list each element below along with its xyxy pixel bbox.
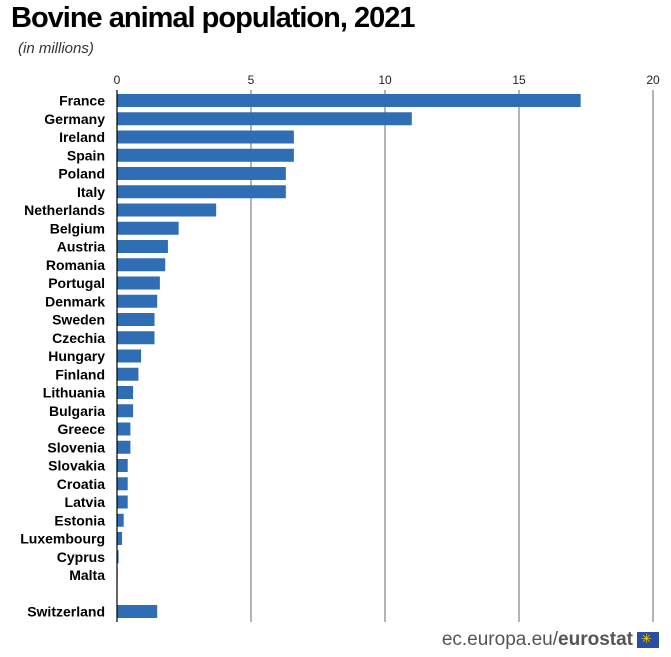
category-label-croatia: Croatia [57, 476, 105, 492]
category-label-lithuania: Lithuania [43, 385, 105, 401]
bar-finland [117, 367, 139, 381]
category-label-ireland: Ireland [59, 129, 105, 145]
category-label-slovenia: Slovenia [47, 439, 105, 455]
category-label-finland: Finland [55, 366, 105, 382]
bar-portugal [117, 276, 160, 290]
x-tick-label: 10 [378, 73, 392, 87]
bar-austria [117, 240, 168, 253]
category-label-poland: Poland [58, 166, 105, 182]
category-label-cyprus: Cyprus [57, 549, 105, 565]
category-label-greece: Greece [58, 421, 106, 437]
category-label-luxembourg: Luxembourg [20, 531, 105, 547]
bar-slovenia [117, 440, 131, 454]
category-label-bulgaria: Bulgaria [49, 403, 105, 419]
bar-sweden [117, 313, 155, 326]
bar-croatia [117, 477, 128, 491]
bar-belgium [117, 221, 179, 235]
bar-slovakia [117, 459, 128, 472]
source-brand: eurostat [558, 629, 633, 650]
category-label-sweden: Sweden [52, 312, 105, 328]
bar-germany [117, 112, 412, 126]
bar-luxembourg [117, 532, 123, 545]
x-tick-label: 0 [114, 73, 121, 87]
category-label-hungary: Hungary [48, 348, 105, 364]
bar-latvia [117, 495, 128, 509]
bar-romania [117, 258, 166, 272]
bar-france [117, 94, 581, 107]
bar-greece [117, 422, 131, 436]
eu-flag-icon [637, 631, 659, 648]
category-label-germany: Germany [44, 111, 105, 127]
bar-switzerland [117, 605, 158, 618]
x-tick-label: 15 [512, 73, 526, 87]
category-label-malta: Malta [69, 567, 105, 583]
chart-subtitle: (in millions) [18, 40, 94, 57]
bar-netherlands [117, 203, 217, 217]
category-label-austria: Austria [57, 239, 105, 255]
bar-hungary [117, 349, 142, 363]
bar-chart: 0 5 10 15 20 France Germany Ireland Spain Poland I… [20, 73, 660, 622]
bar-czechia [117, 331, 155, 345]
source-footer: ec.europa.eu/eurostat [442, 629, 659, 651]
source-site: ec.europa.eu/ [441, 629, 559, 650]
category-label-italy: Italy [77, 184, 105, 200]
category-label-portugal: Portugal [48, 275, 105, 291]
bar-spain [117, 148, 294, 162]
category-label-romania: Romania [46, 257, 105, 273]
bar-denmark [117, 294, 158, 308]
bar-ireland [117, 130, 294, 144]
x-tick-label: 20 [646, 73, 660, 87]
category-label-belgium: Belgium [50, 220, 105, 236]
category-label-czechia: Czechia [52, 330, 105, 346]
bar-bulgaria [117, 404, 134, 418]
category-label-spain: Spain [67, 147, 105, 163]
bar-italy [117, 185, 286, 199]
category-label-slovakia: Slovakia [48, 458, 105, 474]
category-label-france: France [59, 93, 105, 109]
bar-lithuania [117, 386, 134, 399]
category-label-denmark: Denmark [45, 293, 105, 309]
chart-title: Bovine animal population, 2021 [11, 2, 415, 34]
bar-cyprus [117, 550, 119, 564]
category-label-estonia: Estonia [54, 512, 105, 528]
category-label-latvia: Latvia [65, 494, 106, 510]
category-label-netherlands: Netherlands [24, 202, 105, 218]
bar-poland [117, 167, 286, 180]
x-tick-label: 5 [248, 73, 255, 87]
bar-estonia [117, 513, 124, 527]
category-label-switzerland: Switzerland [27, 604, 105, 620]
